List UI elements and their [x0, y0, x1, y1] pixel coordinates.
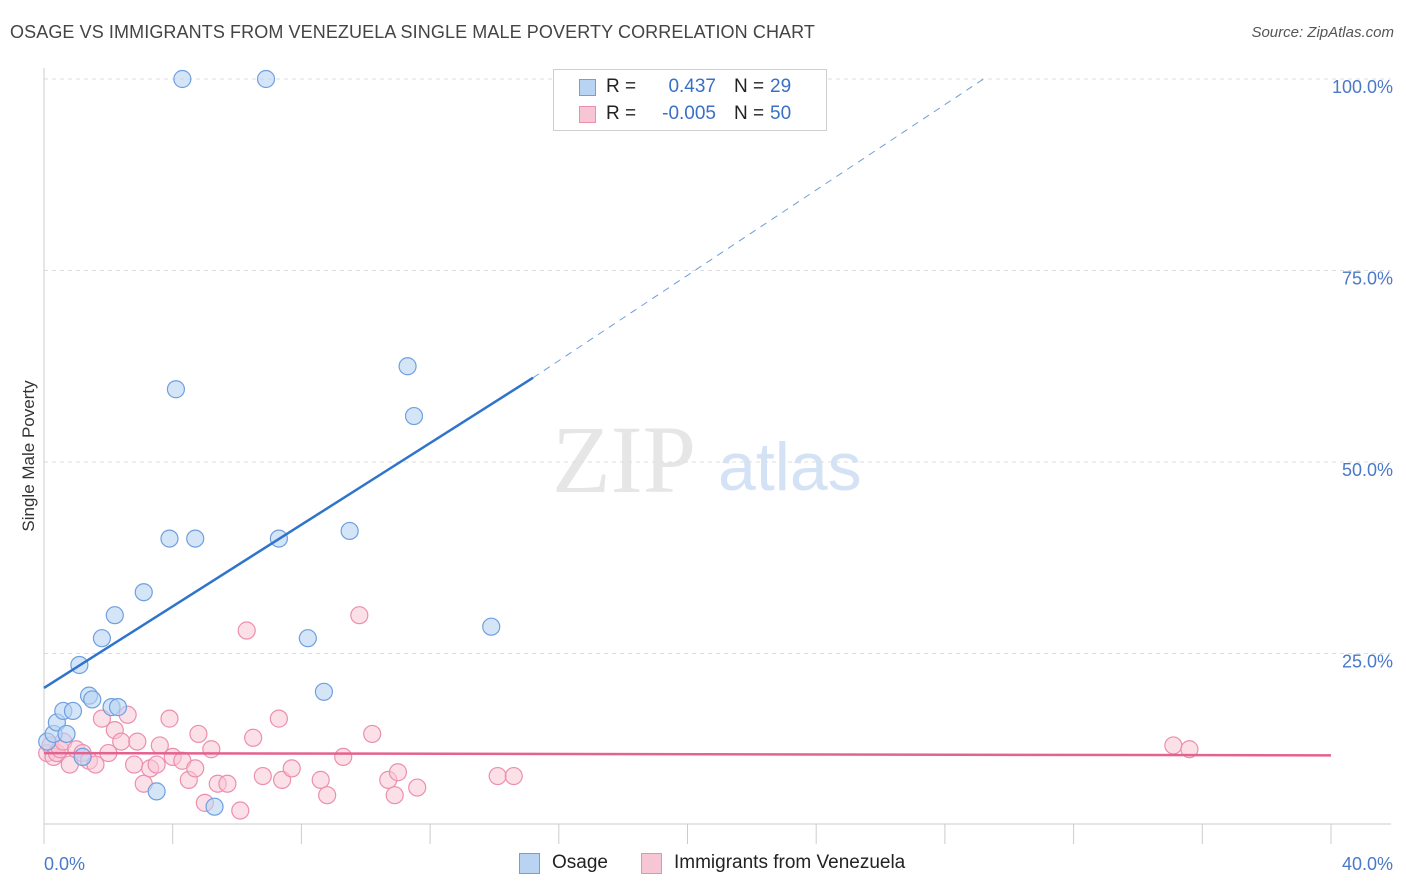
legend-label-osage: Osage: [552, 852, 608, 873]
watermark-zip: ZIP: [552, 406, 696, 513]
venezuela-point: [363, 724, 382, 744]
osage-point: [404, 406, 424, 426]
source-label: Source: ZipAtlas.com: [1251, 24, 1394, 41]
legend-label-venezuela: Immigrants from Venezuela: [673, 852, 906, 873]
osage-swatch: [519, 852, 540, 874]
osage-point: [105, 606, 124, 625]
x-tick-label-min: 0.0%: [44, 854, 85, 874]
n-label: N =: [734, 103, 765, 124]
osage-point: [186, 529, 205, 548]
axes: [43, 68, 1391, 844]
venezuela-point: [350, 606, 369, 625]
venezuela-point: [1180, 740, 1199, 759]
venezuela-point: [1164, 736, 1183, 755]
osage-point: [160, 529, 179, 548]
osage-point: [256, 69, 276, 89]
legend-item-osage: Osage: [519, 852, 608, 874]
osage-point: [73, 747, 92, 767]
venezuela-point: [282, 759, 301, 778]
osage-point: [314, 682, 334, 701]
venezuela-point: [218, 774, 237, 793]
osage-point: [205, 797, 224, 816]
osage-trend-line: [43, 376, 534, 690]
osage-point: [166, 380, 186, 399]
venezuela-point: [388, 763, 408, 782]
osage-point: [147, 782, 166, 801]
venezuela-point: [189, 724, 208, 744]
trend-lines: [43, 78, 1332, 757]
venezuela-swatch: [579, 105, 596, 123]
venezuela-point: [385, 786, 404, 805]
venezuela-point: [160, 709, 179, 728]
gridlines: [44, 78, 1391, 654]
venezuela-point: [147, 755, 166, 774]
r-value: -0.005: [662, 103, 716, 124]
venezuela-point: [408, 778, 427, 797]
osage-point: [298, 629, 317, 648]
y-tick-label: 100.0%: [1332, 77, 1393, 97]
venezuela-point: [112, 732, 131, 751]
r-label: R =: [606, 76, 637, 97]
osage-point: [63, 701, 83, 721]
osage-swatch: [579, 78, 596, 96]
venezuela-point: [202, 740, 221, 759]
venezuela-point: [504, 766, 523, 786]
series-legend: Osage Immigrants from Venezuela: [519, 852, 938, 874]
series-venezuela: [38, 606, 1199, 820]
venezuela-point: [237, 621, 256, 640]
osage-point: [340, 521, 359, 541]
n-value: 50: [770, 103, 792, 124]
osage-point: [92, 629, 112, 648]
venezuela-point: [244, 728, 263, 747]
x-tick-label-max: 40.0%: [1342, 854, 1393, 874]
venezuela-trend-line: [43, 751, 1332, 757]
venezuela-swatch: [640, 852, 662, 874]
venezuela-point: [128, 732, 147, 751]
venezuela-point: [186, 759, 205, 778]
venezuela-point: [311, 770, 330, 789]
legend-row-osage: R = 0.437 N = 29: [579, 75, 791, 99]
y-axis-title: Single Male Poverty: [19, 380, 38, 532]
n-label: N =: [734, 76, 765, 97]
osage-point: [83, 690, 102, 709]
osage-point: [57, 724, 76, 744]
venezuela-point: [253, 766, 272, 786]
osage-point: [108, 698, 128, 717]
series-osage: [38, 69, 501, 816]
n-value: 29: [770, 76, 792, 97]
venezuela-point: [334, 747, 353, 767]
correlation-legend: R = 0.437 N = 29 R = -0.005 N = 50: [553, 69, 827, 131]
venezuela-point: [231, 801, 250, 820]
venezuela-point: [124, 755, 144, 774]
watermark-atlas: atlas: [718, 429, 862, 505]
venezuela-point: [269, 709, 288, 728]
y-tick-label: 50.0%: [1342, 460, 1393, 480]
chart-title: OSAGE VS IMMIGRANTS FROM VENEZUELA SINGL…: [10, 22, 816, 42]
osage-point: [398, 357, 417, 376]
osage-point: [134, 583, 153, 602]
osage-point: [173, 69, 192, 89]
legend-item-venezuela: Immigrants from Venezuela: [640, 852, 906, 874]
y-tick-label: 25.0%: [1342, 652, 1393, 672]
y-tick-labels: 25.0% 50.0% 75.0% 100.0%: [1332, 77, 1393, 672]
venezuela-point: [318, 786, 337, 805]
legend-row-venezuela: R = -0.005 N = 50: [579, 102, 791, 126]
venezuela-point: [488, 766, 507, 786]
y-tick-label: 75.0%: [1342, 269, 1393, 289]
r-label: R =: [606, 103, 637, 124]
r-value: 0.437: [668, 76, 716, 97]
osage-point: [482, 617, 501, 636]
